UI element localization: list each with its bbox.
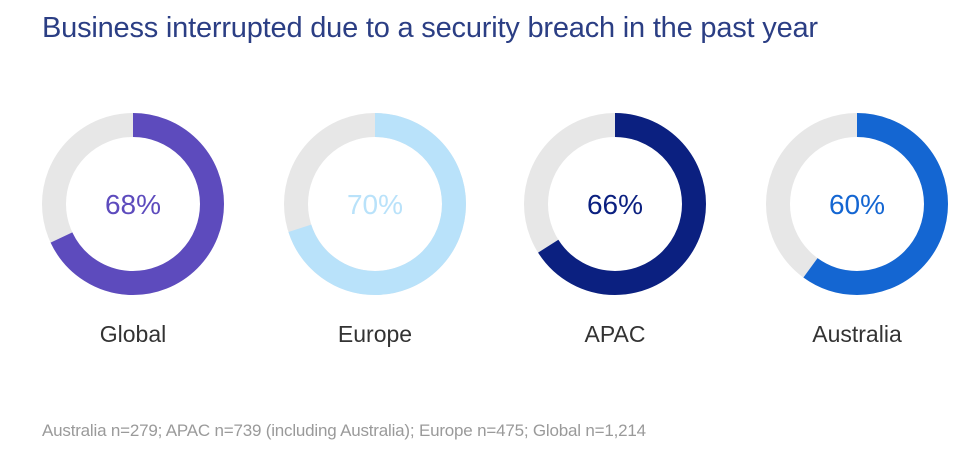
donut-europe: 70% Europe: [284, 113, 466, 347]
donut-arc-apac: [524, 113, 706, 295]
donut-arc-australia: [766, 113, 948, 295]
donut-apac: 66% APAC: [524, 113, 706, 347]
donut-label-australia: Australia: [812, 321, 902, 347]
sample-size-footnote: Australia n=279; APAC n=739 (including A…: [42, 421, 646, 440]
donut-arc-global: [42, 113, 224, 295]
donut-label-apac: APAC: [585, 321, 646, 347]
donut-global: 68% Global: [42, 113, 224, 347]
donut-arc-europe: [284, 113, 466, 295]
donut-value-australia: 60%: [829, 189, 885, 220]
donut-australia: 60% Australia: [766, 113, 948, 347]
donut-label-europe: Europe: [338, 321, 412, 347]
donut-value-global: 68%: [105, 189, 161, 220]
donut-value-europe: 70%: [347, 189, 403, 220]
donut-label-global: Global: [100, 321, 166, 347]
donut-value-apac: 66%: [587, 189, 643, 220]
chart-title: Business interrupted due to a security b…: [42, 12, 818, 44]
